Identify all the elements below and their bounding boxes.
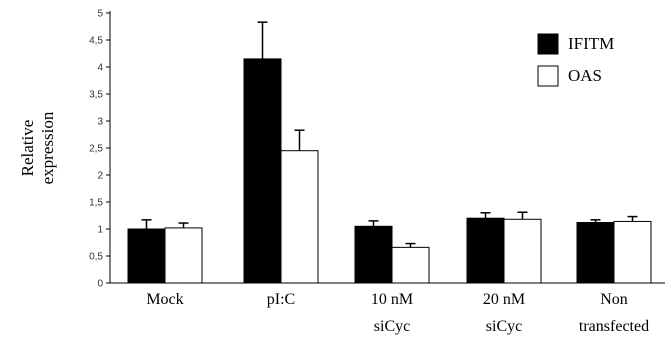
y-tick-label: 5 <box>97 9 103 20</box>
y-axis-title: Relativeexpression <box>18 111 57 184</box>
y-tick-label: 1,5 <box>89 198 103 209</box>
bar-oas <box>280 150 319 284</box>
category-label-line: pI:C <box>267 291 295 308</box>
y-tick-label: 3,5 <box>89 90 103 101</box>
y-tick-label: 0,5 <box>89 252 103 263</box>
y-axis-ticks: 0 0,5 1 1,5 2 2,5 3 3,5 4 4,5 5 <box>89 9 110 290</box>
y-tick-label: 1 <box>97 225 103 236</box>
bar-oas <box>503 218 542 284</box>
bar-oas <box>391 246 430 284</box>
category-label-line: Mock <box>146 291 183 308</box>
y-tick-label: 0 <box>97 279 103 290</box>
category-label-line: 20 nM <box>483 291 525 308</box>
legend-label-ifitm: IFITM <box>568 34 614 53</box>
y-axis-title-text: Relativeexpression <box>18 111 57 184</box>
y-tick-label: 3 <box>97 117 103 128</box>
bars <box>127 58 652 284</box>
legend-label-oas: OAS <box>568 66 602 85</box>
category-label: Non transfected <box>579 291 649 335</box>
category-label: 20 nM siCyc <box>483 291 525 335</box>
bar-oas <box>613 220 652 284</box>
category-label: 10 nM siCyc <box>371 291 413 335</box>
bar-oas <box>164 227 203 284</box>
bar-ifitm <box>243 58 282 284</box>
bar-ifitm <box>354 225 393 284</box>
y-tick-label: 4,5 <box>89 36 103 47</box>
category-label: pI:C <box>267 291 295 308</box>
category-label-line: siCyc <box>374 318 410 335</box>
category-label-line: Non <box>600 291 628 308</box>
y-axis-title-line: expression <box>38 111 57 184</box>
x-axis-category-labels: Mock pI:C 10 nM siCyc 20 nM siCyc Non transfect… <box>146 291 649 335</box>
error-bars <box>141 21 638 248</box>
y-tick-label: 4 <box>97 63 103 74</box>
y-tick-label: 2 <box>97 171 103 182</box>
legend-swatch-ifitm <box>537 33 559 55</box>
bar-ifitm <box>466 217 505 284</box>
y-tick-label: 2,5 <box>89 144 103 155</box>
bar-ifitm <box>576 222 615 284</box>
y-axis-title-line: Relative <box>18 120 37 177</box>
category-label-line: 10 nM <box>371 291 413 308</box>
category-label-line: siCyc <box>486 318 522 335</box>
legend-swatch-oas <box>537 65 559 87</box>
category-label: Mock <box>146 291 183 308</box>
bar-ifitm <box>127 228 166 284</box>
legend: IFITM OAS <box>537 33 614 87</box>
category-label-line: transfected <box>579 318 649 335</box>
